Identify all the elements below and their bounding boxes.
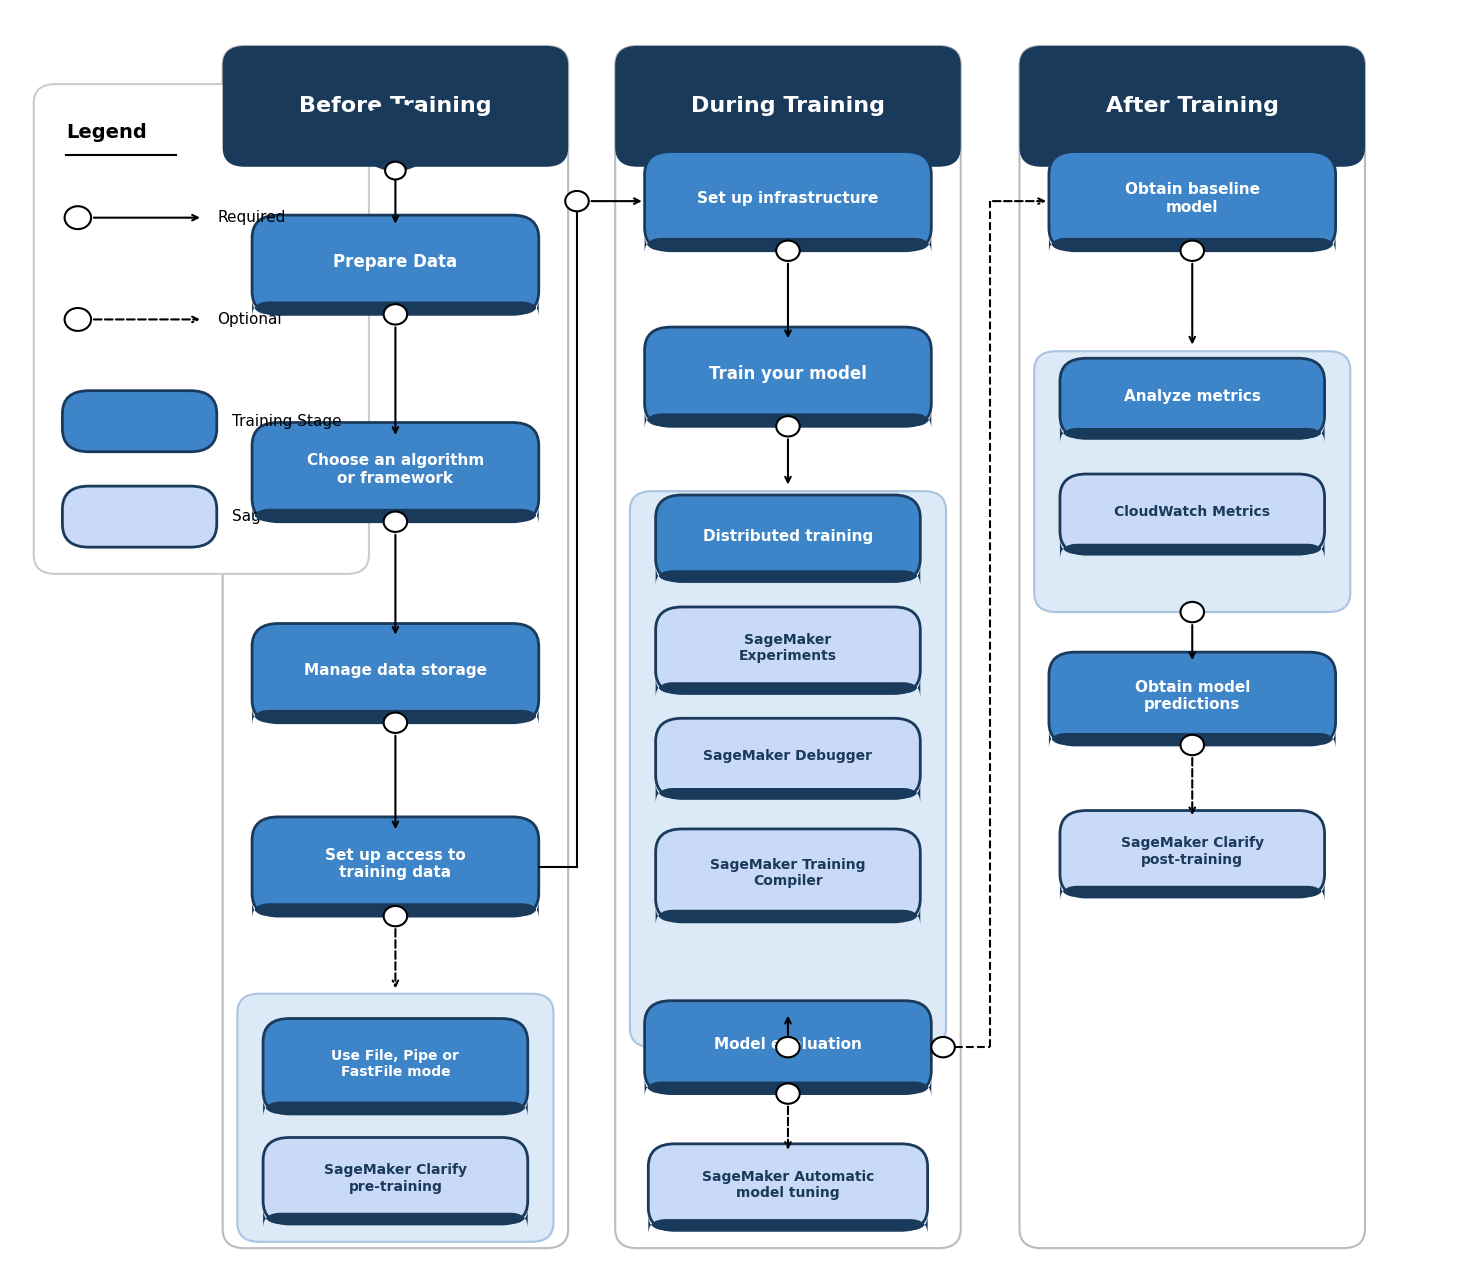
FancyBboxPatch shape <box>655 783 921 803</box>
Text: Prepare Data: Prepare Data <box>333 254 458 272</box>
FancyBboxPatch shape <box>222 46 569 167</box>
Circle shape <box>65 207 91 230</box>
FancyBboxPatch shape <box>1049 236 1336 254</box>
FancyBboxPatch shape <box>1061 539 1324 558</box>
FancyBboxPatch shape <box>1034 351 1351 612</box>
Text: Obtain model
predictions: Obtain model predictions <box>1134 680 1251 713</box>
FancyBboxPatch shape <box>1061 358 1324 439</box>
Circle shape <box>1180 602 1203 622</box>
Text: Obtain baseline
model: Obtain baseline model <box>1125 182 1259 214</box>
Text: SageMaker Automatic
model tuning: SageMaker Automatic model tuning <box>701 1169 873 1200</box>
Circle shape <box>1180 241 1203 261</box>
Text: Choose an algorithm
or framework: Choose an algorithm or framework <box>306 454 485 486</box>
Text: SageMaker Debugger: SageMaker Debugger <box>704 750 872 764</box>
FancyBboxPatch shape <box>645 1001 931 1094</box>
FancyBboxPatch shape <box>252 901 539 918</box>
FancyBboxPatch shape <box>1061 474 1324 555</box>
FancyBboxPatch shape <box>655 718 921 798</box>
Text: CloudWatch Metrics: CloudWatch Metrics <box>1114 505 1270 519</box>
FancyBboxPatch shape <box>264 1137 527 1224</box>
Text: Distributed training: Distributed training <box>703 529 873 543</box>
Text: Set up infrastructure: Set up infrastructure <box>697 191 879 207</box>
FancyBboxPatch shape <box>1019 46 1365 167</box>
FancyBboxPatch shape <box>645 1079 931 1096</box>
FancyBboxPatch shape <box>252 708 539 725</box>
FancyBboxPatch shape <box>62 390 217 451</box>
Text: Optional: Optional <box>218 312 283 326</box>
FancyBboxPatch shape <box>648 1144 928 1230</box>
FancyBboxPatch shape <box>655 907 921 926</box>
FancyBboxPatch shape <box>648 1215 928 1234</box>
Circle shape <box>776 241 800 261</box>
Circle shape <box>384 162 405 180</box>
FancyBboxPatch shape <box>655 495 921 581</box>
Text: Legend: Legend <box>66 122 147 142</box>
FancyBboxPatch shape <box>252 623 539 723</box>
FancyBboxPatch shape <box>645 328 931 426</box>
Text: Before Training: Before Training <box>299 97 492 116</box>
FancyBboxPatch shape <box>1061 423 1324 444</box>
Circle shape <box>776 416 800 436</box>
Text: Use File, Pipe or
FastFile mode: Use File, Pipe or FastFile mode <box>331 1048 460 1079</box>
FancyBboxPatch shape <box>264 1019 527 1114</box>
Circle shape <box>566 191 589 212</box>
Text: During Training: During Training <box>691 97 885 116</box>
Text: Sagemaker Service: Sagemaker Service <box>233 509 382 524</box>
FancyBboxPatch shape <box>264 1209 527 1228</box>
FancyBboxPatch shape <box>655 829 921 922</box>
Circle shape <box>356 105 433 171</box>
FancyBboxPatch shape <box>1061 882 1324 901</box>
FancyBboxPatch shape <box>252 506 539 524</box>
Text: SageMaker
Experiments: SageMaker Experiments <box>739 632 837 663</box>
Circle shape <box>1180 734 1203 755</box>
FancyBboxPatch shape <box>655 678 921 697</box>
Text: SageMaker Training
Compiler: SageMaker Training Compiler <box>710 858 866 889</box>
FancyBboxPatch shape <box>1049 729 1336 748</box>
FancyBboxPatch shape <box>655 607 921 694</box>
FancyBboxPatch shape <box>645 411 931 428</box>
Circle shape <box>383 907 407 927</box>
FancyBboxPatch shape <box>62 486 217 547</box>
FancyBboxPatch shape <box>252 422 539 521</box>
FancyBboxPatch shape <box>34 84 368 574</box>
FancyBboxPatch shape <box>616 46 960 1248</box>
Circle shape <box>383 713 407 733</box>
Text: SageMaker Clarify
post-training: SageMaker Clarify post-training <box>1121 836 1264 867</box>
FancyBboxPatch shape <box>616 46 960 167</box>
FancyBboxPatch shape <box>1061 811 1324 898</box>
FancyBboxPatch shape <box>222 46 569 1248</box>
FancyBboxPatch shape <box>252 300 539 316</box>
Text: After Training: After Training <box>1106 97 1279 116</box>
Circle shape <box>931 1037 955 1057</box>
FancyBboxPatch shape <box>645 236 931 254</box>
Text: Set up access to
training data: Set up access to training data <box>326 848 465 880</box>
FancyBboxPatch shape <box>655 566 921 585</box>
Text: Required: Required <box>218 210 286 226</box>
FancyBboxPatch shape <box>1049 152 1336 251</box>
Text: SageMaker Clarify
pre-training: SageMaker Clarify pre-training <box>324 1163 467 1193</box>
FancyBboxPatch shape <box>645 152 931 251</box>
FancyBboxPatch shape <box>252 817 539 917</box>
Text: Analyze metrics: Analyze metrics <box>1124 389 1261 404</box>
Circle shape <box>776 1084 800 1104</box>
Circle shape <box>383 305 407 325</box>
FancyBboxPatch shape <box>1049 652 1336 745</box>
Text: Model evaluation: Model evaluation <box>714 1038 862 1052</box>
FancyBboxPatch shape <box>264 1099 527 1117</box>
Text: Training Stage: Training Stage <box>233 413 342 428</box>
Text: Manage data storage: Manage data storage <box>303 663 488 678</box>
FancyBboxPatch shape <box>630 491 946 1047</box>
Text: Train your model: Train your model <box>709 365 868 382</box>
Circle shape <box>776 1037 800 1057</box>
FancyBboxPatch shape <box>252 215 539 315</box>
Circle shape <box>65 309 91 332</box>
FancyBboxPatch shape <box>1019 46 1365 1248</box>
Circle shape <box>383 511 407 532</box>
FancyBboxPatch shape <box>237 993 554 1242</box>
